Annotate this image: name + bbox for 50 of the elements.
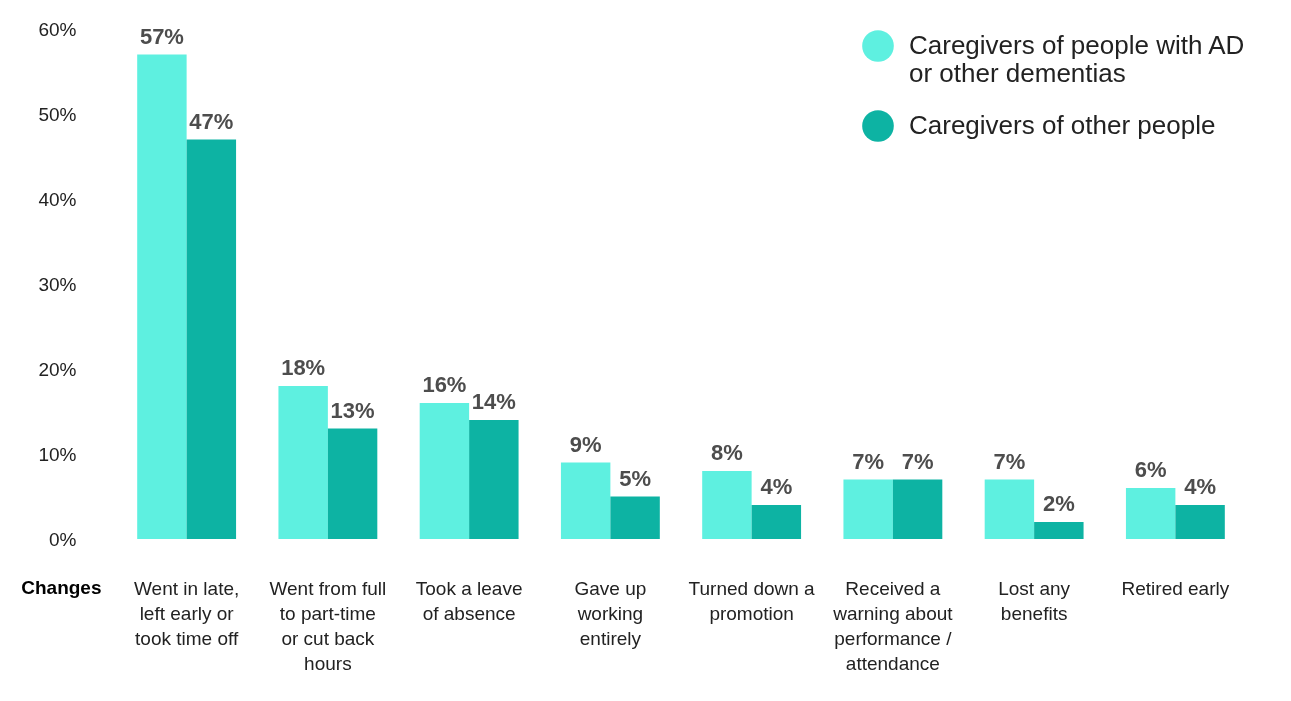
bar xyxy=(327,428,378,539)
bar xyxy=(1125,488,1176,539)
x-tick-label: Turned down a promotion xyxy=(688,577,816,624)
data-label: 6% xyxy=(1134,457,1167,482)
data-label: 57% xyxy=(139,23,184,49)
bar xyxy=(278,386,328,539)
x-tick-label: Went from full to part-time or cut back hours xyxy=(269,577,387,674)
bar xyxy=(137,54,187,539)
legend-label: Caregivers of people with AD or other dementias xyxy=(909,30,1245,88)
data-label: 7% xyxy=(901,448,934,474)
bar xyxy=(1034,522,1084,539)
y-tick-label: 30% xyxy=(38,273,77,295)
data-label: 18% xyxy=(281,355,326,380)
bar xyxy=(843,479,893,539)
y-tick-label: 50% xyxy=(38,103,77,125)
x-tick-label: Went in late, left early or took time off xyxy=(133,577,240,649)
bar xyxy=(892,479,943,539)
data-label: 8% xyxy=(711,440,743,465)
bar xyxy=(469,420,519,539)
bar xyxy=(560,462,611,539)
data-label: 7% xyxy=(993,448,1026,474)
data-label: 13% xyxy=(330,397,375,423)
data-label: 4% xyxy=(760,474,793,499)
data-label: 9% xyxy=(569,431,602,457)
y-tick-label: 40% xyxy=(38,188,77,210)
bar xyxy=(1175,505,1225,539)
bar xyxy=(984,479,1035,539)
bar xyxy=(610,496,660,539)
bar xyxy=(751,505,802,539)
data-label: 5% xyxy=(619,465,651,491)
y-tick-label: 60% xyxy=(38,18,77,40)
bar xyxy=(702,471,752,539)
x-tick-label: Gave up working entirely xyxy=(574,577,647,649)
data-label: 16% xyxy=(422,372,467,397)
data-label: 2% xyxy=(1042,491,1075,516)
data-label: 7% xyxy=(852,448,885,474)
x-tick-label: Took a leave of absence xyxy=(415,577,523,624)
x-tick-label: Retired early xyxy=(1121,577,1230,599)
x-axis-title: Changes xyxy=(21,576,102,598)
bar xyxy=(419,403,470,539)
x-tick-label: Received a warning about performance / attendance xyxy=(832,577,954,674)
data-label: 14% xyxy=(471,389,516,414)
legend-label: Caregivers of other people xyxy=(909,110,1216,140)
bar xyxy=(186,139,237,539)
y-tick-label: 0% xyxy=(49,528,77,550)
x-tick-label: Lost any benefits xyxy=(998,577,1071,624)
y-tick-label: 10% xyxy=(38,443,77,465)
y-tick-label: 20% xyxy=(38,358,77,380)
data-label: 47% xyxy=(189,108,234,134)
data-label: 4% xyxy=(1184,474,1216,499)
